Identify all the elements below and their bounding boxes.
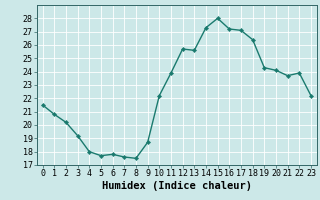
X-axis label: Humidex (Indice chaleur): Humidex (Indice chaleur) [102,181,252,191]
